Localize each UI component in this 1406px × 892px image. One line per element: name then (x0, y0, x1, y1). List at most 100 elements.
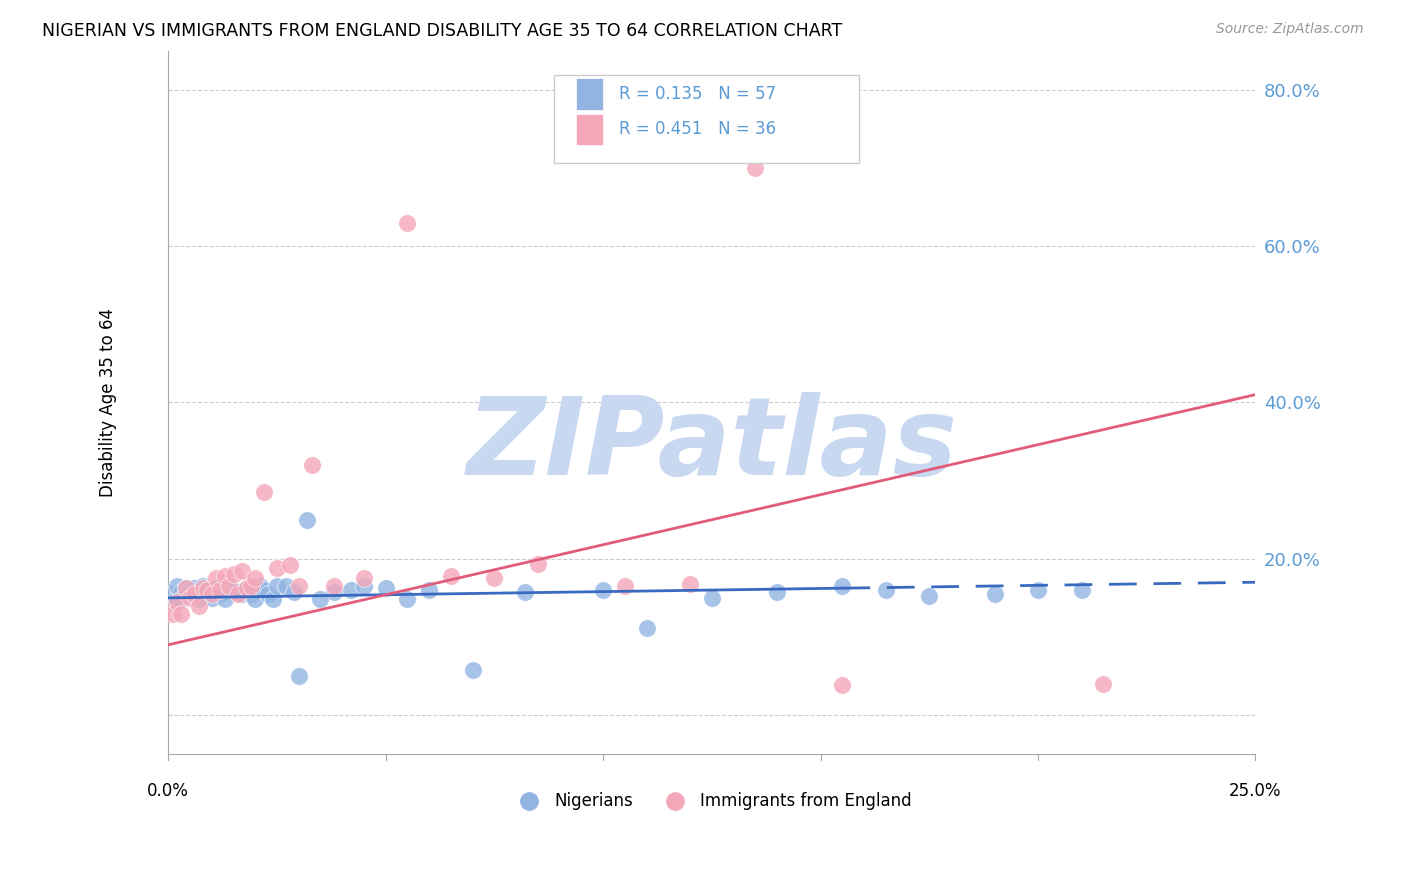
Point (744, 161, 766, 175)
Point (214, 592, 236, 607)
Point (187, 599, 209, 613)
Point (226, 584, 249, 599)
Point (239, 579, 262, 593)
Point (918, 590, 941, 604)
Point (239, 587, 262, 601)
Point (613, 579, 636, 593)
Point (231, 587, 253, 601)
Point (249, 579, 271, 593)
Point (875, 582, 897, 597)
Point (983, 587, 1005, 601)
Point (592, 582, 614, 597)
Point (322, 584, 344, 599)
Text: 25.0%: 25.0% (1229, 781, 1282, 799)
Point (226, 587, 249, 601)
Point (636, 621, 658, 635)
Point (166, 579, 188, 593)
Point (257, 587, 280, 601)
Point (197, 582, 219, 597)
Point (253, 485, 276, 500)
Point (322, 579, 344, 593)
Point (396, 216, 419, 230)
Point (297, 513, 319, 527)
Point (266, 579, 288, 593)
Point (283, 584, 305, 599)
Point (222, 567, 245, 582)
Point (527, 558, 550, 572)
Point (374, 582, 396, 596)
Point (418, 582, 440, 597)
Point (183, 587, 205, 601)
Point (174, 587, 197, 601)
Point (174, 582, 197, 596)
Point (205, 582, 228, 596)
Point (162, 587, 184, 601)
Point (183, 582, 205, 596)
Point (461, 663, 484, 677)
Point (287, 579, 309, 593)
Point (287, 669, 309, 683)
Point (187, 592, 209, 607)
Point (484, 571, 506, 585)
Point (166, 595, 188, 609)
Point (262, 592, 284, 607)
Point (209, 582, 232, 597)
Point (353, 579, 375, 593)
Point (197, 584, 219, 599)
Point (309, 592, 332, 607)
Point (191, 579, 214, 593)
Point (174, 582, 197, 596)
Point (179, 591, 201, 605)
Point (700, 591, 723, 605)
Point (170, 607, 193, 621)
Point (205, 571, 228, 585)
Point (831, 579, 853, 593)
Point (266, 561, 288, 575)
Legend: Nigerians, Immigrants from England: Nigerians, Immigrants from England (506, 785, 918, 816)
Point (218, 579, 240, 593)
Point (214, 569, 236, 583)
Point (179, 582, 201, 597)
Point (166, 591, 188, 605)
Text: R = 0.451   N = 36: R = 0.451 N = 36 (620, 120, 776, 138)
Point (253, 582, 276, 597)
Point (766, 584, 789, 599)
Point (440, 569, 463, 583)
Point (183, 590, 205, 604)
Point (231, 564, 253, 578)
Text: ZIPatlas: ZIPatlas (467, 392, 957, 498)
Point (235, 582, 257, 596)
Point (301, 458, 323, 472)
Text: R = 0.135   N = 57: R = 0.135 N = 57 (620, 85, 776, 103)
Point (191, 587, 214, 601)
Point (222, 582, 245, 597)
Point (218, 579, 240, 593)
Point (191, 582, 214, 596)
Point (187, 587, 209, 601)
Point (278, 558, 301, 572)
Point (1092, 677, 1115, 691)
Text: NIGERIAN VS IMMIGRANTS FROM ENGLAND DISABILITY AGE 35 TO 64 CORRELATION CHART: NIGERIAN VS IMMIGRANTS FROM ENGLAND DISA… (42, 22, 842, 40)
Point (197, 582, 219, 597)
Point (170, 592, 193, 607)
FancyBboxPatch shape (576, 113, 603, 145)
Point (1026, 582, 1049, 597)
Point (831, 678, 853, 692)
Point (353, 571, 375, 585)
Point (209, 587, 232, 601)
Point (679, 576, 702, 591)
Point (170, 584, 193, 599)
Point (179, 584, 201, 599)
Text: Disability Age 35 to 64: Disability Age 35 to 64 (100, 308, 118, 497)
Point (245, 592, 267, 607)
Point (235, 582, 257, 596)
Point (1070, 582, 1092, 597)
Point (201, 591, 224, 605)
Point (396, 592, 419, 607)
Text: Source: ZipAtlas.com: Source: ZipAtlas.com (1216, 22, 1364, 37)
Point (201, 587, 224, 601)
Point (340, 582, 363, 597)
Point (274, 579, 297, 593)
Point (201, 587, 224, 601)
FancyBboxPatch shape (554, 75, 859, 163)
